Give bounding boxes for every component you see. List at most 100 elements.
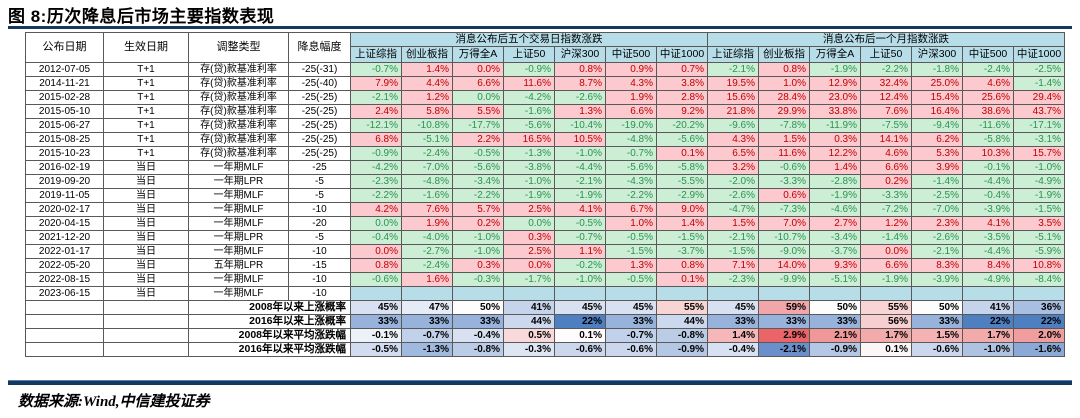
cell-5day-value: -2.3%: [350, 174, 402, 189]
cell-1month-value: -2.4%: [962, 62, 1015, 77]
summary-1month-value: 41%: [962, 300, 1015, 315]
cell-1month-value: -3.5%: [962, 230, 1015, 245]
summary-1month-value: -1.0%: [962, 342, 1015, 357]
cell-cut-size: -20: [288, 216, 351, 231]
cell-1month-value: 1.2%: [860, 216, 913, 231]
cell-5day-value: 0.2%: [452, 216, 504, 231]
cell-5day-value: -4.2%: [350, 160, 402, 175]
cell-5day-value: -1.6%: [401, 188, 453, 203]
header-group-1month: 消息公布后一个月指数涨跌: [707, 32, 1066, 47]
cell-effective-date: 当日: [103, 160, 189, 175]
cell-effective-date: 当日: [103, 188, 189, 203]
cell-5day-value: 16.5%: [503, 132, 555, 147]
cell-1month-value: 14.0%: [758, 258, 811, 273]
cell-1month-value: -1.9%: [809, 188, 862, 203]
summary-spacer: [103, 300, 189, 315]
header-index-5day-6: 中证1000: [655, 46, 709, 63]
cell-5day-value: -0.4%: [350, 230, 402, 245]
cell-5day-value: 0.0%: [452, 62, 504, 77]
cell-announce-date: 2022-08-15: [25, 272, 104, 287]
cell-5day-value: 10.5%: [554, 132, 606, 147]
cell-1month-value: 25.0%: [911, 76, 964, 91]
cell-announce-date: 2014-11-21: [25, 76, 104, 91]
cell-effective-date: 当日: [103, 258, 189, 273]
summary-1month-value: 2.9%: [758, 328, 811, 343]
cell-1month-value: -0.4%: [962, 188, 1015, 203]
table-row: 2022-01-17 当日 一年期MLF -10 0.0% -2.7% -1.0% 2.5% 1…: [25, 244, 1066, 259]
cell-5day-value: -1.0%: [452, 244, 504, 259]
cell-5day-value: -0.5%: [452, 146, 504, 161]
cell-1month-value: 8.4%: [962, 258, 1015, 273]
cell-5day-value: -3.7%: [655, 244, 709, 259]
cell-1month-value: 3.5%: [1013, 216, 1066, 231]
cell-adjust-type: 一年期LPR: [188, 174, 289, 189]
cell-1month-value: 7.0%: [758, 216, 811, 231]
cell-cut-size: -15: [288, 258, 351, 273]
cell-adjust-type: 五年期LPR: [188, 258, 289, 273]
cell-5day-value: -1.0%: [554, 272, 606, 287]
cell-1month-value: 29.4%: [1013, 90, 1066, 105]
cell-1month-value: -3.9%: [962, 202, 1015, 217]
cell-1month-value: -7.0%: [911, 202, 964, 217]
cell-1month-value: 6.6%: [860, 160, 913, 175]
table-row: 2015-10-23 T+1 存(贷)款基准利率 -25(-25) -0.9% -2.4%…: [25, 146, 1066, 161]
summary-1month-value: 22%: [1013, 314, 1066, 329]
summary-5day-value: 44%: [655, 314, 709, 329]
summary-spacer: [103, 328, 189, 343]
cell-cut-size: -10: [288, 244, 351, 259]
summary-5day-value: -0.1%: [350, 328, 402, 343]
cell-5day-value: -1.5%: [605, 244, 657, 259]
summary-label: 2016年以来平均涨跌幅: [188, 342, 351, 357]
cell-1month-value: 38.6%: [962, 104, 1015, 119]
summary-1month-value: 1.4%: [707, 328, 760, 343]
cell-adjust-type: 存(贷)款基准利率: [188, 104, 289, 119]
cell-1month-value: 1.5%: [758, 132, 811, 147]
cell-cut-size: -10: [288, 272, 351, 287]
cell-1month-value: -9.6%: [707, 118, 760, 133]
cell-5day-value: 8.7%: [554, 76, 606, 91]
cell-1month-value: -10.7%: [758, 230, 811, 245]
summary-5day-value: -1.3%: [401, 342, 453, 357]
cell-5day-value: 0.7%: [655, 62, 709, 77]
summary-row: 2008年以来上涨概率 45% 47% 50% 41% 45% 45% 55% 45% 59% 50…: [25, 300, 1066, 315]
cell-cut-size: -25(-25): [288, 104, 351, 119]
cell-1month-value: [962, 286, 1015, 301]
summary-5day-value: -0.8%: [655, 328, 709, 343]
cell-1month-value: -4.4%: [962, 244, 1015, 259]
cell-5day-value: 1.1%: [554, 244, 606, 259]
cell-1month-value: -1.4%: [911, 174, 964, 189]
summary-5day-value: -0.5%: [350, 342, 402, 357]
cell-announce-date: 2015-02-28: [25, 90, 104, 105]
cell-1month-value: 12.4%: [860, 90, 913, 105]
cell-5day-value: -3.4%: [452, 174, 504, 189]
cell-1month-value: 8.3%: [911, 258, 964, 273]
header-index-5day-0: 上证综指: [350, 46, 402, 63]
cell-5day-value: 0.3%: [452, 258, 504, 273]
cell-announce-date: 2021-12-20: [25, 230, 104, 245]
cell-adjust-type: 一年期MLF: [188, 188, 289, 203]
cell-5day-value: -0.3%: [452, 272, 504, 287]
cell-5day-value: 6.6%: [452, 76, 504, 91]
cell-5day-value: -0.6%: [350, 272, 402, 287]
summary-5day-value: -0.6%: [605, 342, 657, 357]
summary-1month-value: 33%: [809, 314, 862, 329]
cell-cut-size: -25(-25): [288, 132, 351, 147]
cell-effective-date: 当日: [103, 216, 189, 231]
cell-5day-value: -4.2%: [503, 90, 555, 105]
cell-1month-value: -2.8%: [809, 174, 862, 189]
table-header: 公布日期 生效日期 调整类型 降息幅度 消息公布后五个交易日指数涨跌 消息公布后一个月指数…: [25, 32, 1066, 63]
cell-1month-value: -4.9%: [1013, 174, 1066, 189]
table-row: 2014-11-21 T+1 存(贷)款基准利率 -25(-40) 7.9% 4.4% 6.…: [25, 76, 1066, 91]
cell-5day-value: 5.5%: [452, 104, 504, 119]
summary-5day-value: 0.5%: [503, 328, 555, 343]
cell-5day-value: 0.8%: [350, 258, 402, 273]
cell-effective-date: T+1: [103, 76, 189, 91]
cell-1month-value: 14.1%: [860, 132, 913, 147]
cell-1month-value: -9.9%: [758, 272, 811, 287]
cell-1month-value: -2.5%: [1013, 62, 1066, 77]
summary-5day-value: -0.8%: [452, 342, 504, 357]
summary-1month-value: 33%: [758, 314, 811, 329]
header-index-1month-2: 万得全A: [809, 46, 862, 63]
cell-1month-value: -7.5%: [860, 118, 913, 133]
cell-1month-value: 4.1%: [962, 216, 1015, 231]
